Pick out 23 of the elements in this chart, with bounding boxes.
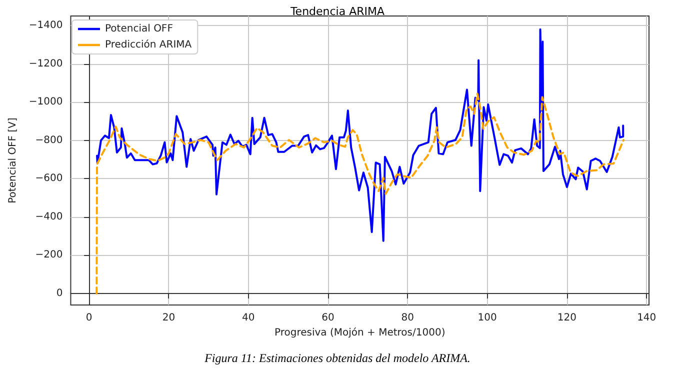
y-tick-label: −800 [35, 134, 63, 146]
y-tick-label: −1000 [28, 96, 63, 108]
y-tick-label: −400 [35, 211, 63, 222]
chart-title: Tendencia ARIMA [289, 5, 386, 18]
y-tick-label: −1200 [28, 58, 63, 70]
y-tick-label: −600 [35, 173, 63, 184]
line-series [96, 92, 625, 295]
legend-label: Predicción ARIMA [105, 40, 192, 50]
text: Figura 11: Estimaciones obtenidas del modelo ARIMA. [204, 351, 470, 365]
y-axis-title: Potencial OFF [V] [8, 118, 18, 204]
x-tick-label: 0 [86, 312, 92, 324]
x-tick-label: 20 [162, 312, 176, 324]
x-axis-title: Progresiva (Mojón + Metros/1000) [274, 327, 446, 338]
x-tick-label: 40 [242, 312, 255, 324]
x-tick-label: 60 [322, 312, 334, 324]
y-tick-label: 0 [56, 288, 63, 300]
y-tick-label: −1400 [28, 20, 63, 32]
x-tick-label: 140 [637, 312, 656, 324]
x-tick-label: 80 [401, 312, 414, 324]
legend-label: Potencial OFF [105, 24, 174, 34]
x-tick-label: 100 [478, 312, 497, 324]
x-tick-label: 120 [557, 312, 577, 324]
y-tick-label: −200 [35, 250, 63, 261]
